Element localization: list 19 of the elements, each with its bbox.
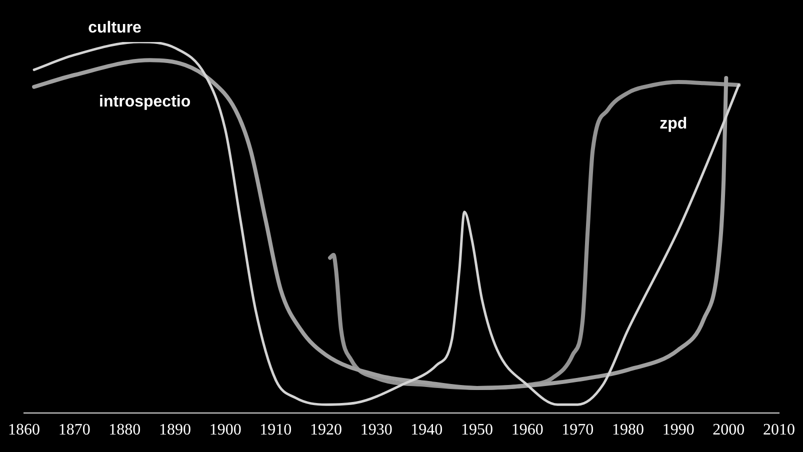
x-tick-label: 1990: [662, 422, 694, 439]
x-tick-label: 1870: [58, 422, 90, 439]
x-tick-label: 1970: [562, 422, 594, 439]
x-tick-label: 1890: [159, 422, 191, 439]
series-label: culture: [88, 19, 142, 36]
x-tick-label: 1900: [209, 422, 242, 439]
x-tick-label: 1930: [360, 422, 392, 439]
x-tick-label: 1960: [511, 422, 544, 439]
series-label: zpd: [660, 115, 688, 132]
x-tick-label: 2010: [763, 422, 795, 439]
x-tick-label: 1920: [310, 422, 342, 439]
x-tick-label: 1980: [612, 422, 644, 439]
x-tick-label: 2000: [712, 422, 745, 439]
x-tick-label: 1950: [461, 422, 493, 439]
x-tick-label: 1880: [108, 422, 141, 439]
x-tick-label: 1860: [8, 422, 40, 439]
series-label: introspectio: [99, 94, 191, 111]
x-tick-label: 1910: [260, 422, 292, 439]
x-tick-label: 1940: [410, 422, 443, 439]
